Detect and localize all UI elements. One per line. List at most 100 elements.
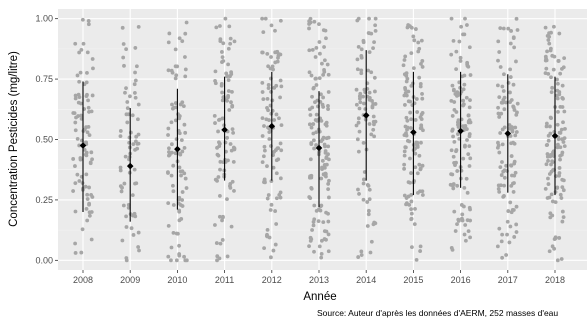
data-point [321,95,326,100]
data-point [467,134,472,139]
data-point [260,80,265,85]
data-point [177,165,182,170]
data-point [500,232,505,237]
data-point [225,254,230,259]
data-point [548,131,553,136]
data-point [326,187,331,192]
data-point [555,145,560,150]
data-point [505,219,510,224]
data-point [85,130,90,135]
data-point [220,98,225,103]
data-point [401,63,406,68]
data-point [175,64,180,69]
data-point [406,89,411,94]
data-point [512,181,516,185]
data-point [218,167,222,172]
data-point [356,149,361,154]
data-point [220,218,224,223]
x-tick-label: 2008 [73,275,93,285]
data-point [373,28,378,33]
data-point [180,204,185,208]
data-point [220,60,224,64]
data-point [269,55,273,59]
y-axis: 0.00 0.25 0.50 0.75 1.00 [35,14,58,265]
data-point [461,32,465,37]
data-point [555,77,559,82]
data-point [451,38,456,43]
data-point [547,195,552,200]
data-point [463,223,468,227]
data-point [321,135,326,140]
data-point [271,248,276,253]
data-point [465,138,469,142]
y-tick-label: 0.00 [35,255,53,265]
data-point [176,112,180,117]
data-point [87,110,91,114]
data-point [508,67,513,72]
data-point [215,178,219,183]
data-point [309,186,314,191]
data-point [403,54,408,59]
data-point [307,19,312,24]
data-point [269,202,274,207]
data-point [166,133,170,137]
data-point [404,73,409,78]
data-point [558,157,562,162]
data-point [361,140,366,145]
data-point [371,127,376,132]
data-point [496,111,501,116]
data-point [509,154,514,158]
data-point [418,249,423,253]
data-point [260,16,265,21]
y-tick-label: 0.25 [35,195,53,205]
mean-marker [410,128,417,136]
data-point [77,143,82,148]
data-point [451,134,455,139]
x-tick-label: 2018 [545,275,565,285]
data-point [361,38,366,43]
data-point [465,218,470,223]
data-point [91,66,95,71]
data-point [230,127,235,132]
data-point [307,70,312,75]
data-point [453,229,458,233]
data-point [87,201,91,206]
data-point [402,193,407,198]
data-point [461,98,466,103]
data-point [184,186,189,190]
data-point [507,240,512,245]
data-point [367,197,372,202]
data-point [544,121,549,126]
data-point [87,210,92,215]
data-point [418,166,423,171]
data-point [311,138,316,143]
data-point [409,117,413,122]
data-point [217,141,222,146]
data-point [85,218,90,223]
data-point [133,46,138,50]
data-point [124,47,129,52]
data-point [123,90,127,95]
data-point [362,177,366,182]
data-point [274,196,279,201]
data-point [357,129,362,134]
data-point [366,208,371,213]
data-point [278,141,283,146]
data-point [219,83,224,88]
data-point [170,102,174,107]
data-point [367,31,372,36]
data-point [504,253,509,257]
data-point [314,130,319,135]
data-point [169,258,173,263]
data-point [322,237,327,241]
data-point [122,63,126,68]
data-point [262,177,267,182]
data-point [85,192,90,197]
data-point [515,101,520,106]
data-point [545,154,550,159]
data-point [508,224,513,229]
data-point [314,112,319,117]
data-point [367,16,371,21]
data-point [307,26,311,31]
data-point [504,163,509,168]
